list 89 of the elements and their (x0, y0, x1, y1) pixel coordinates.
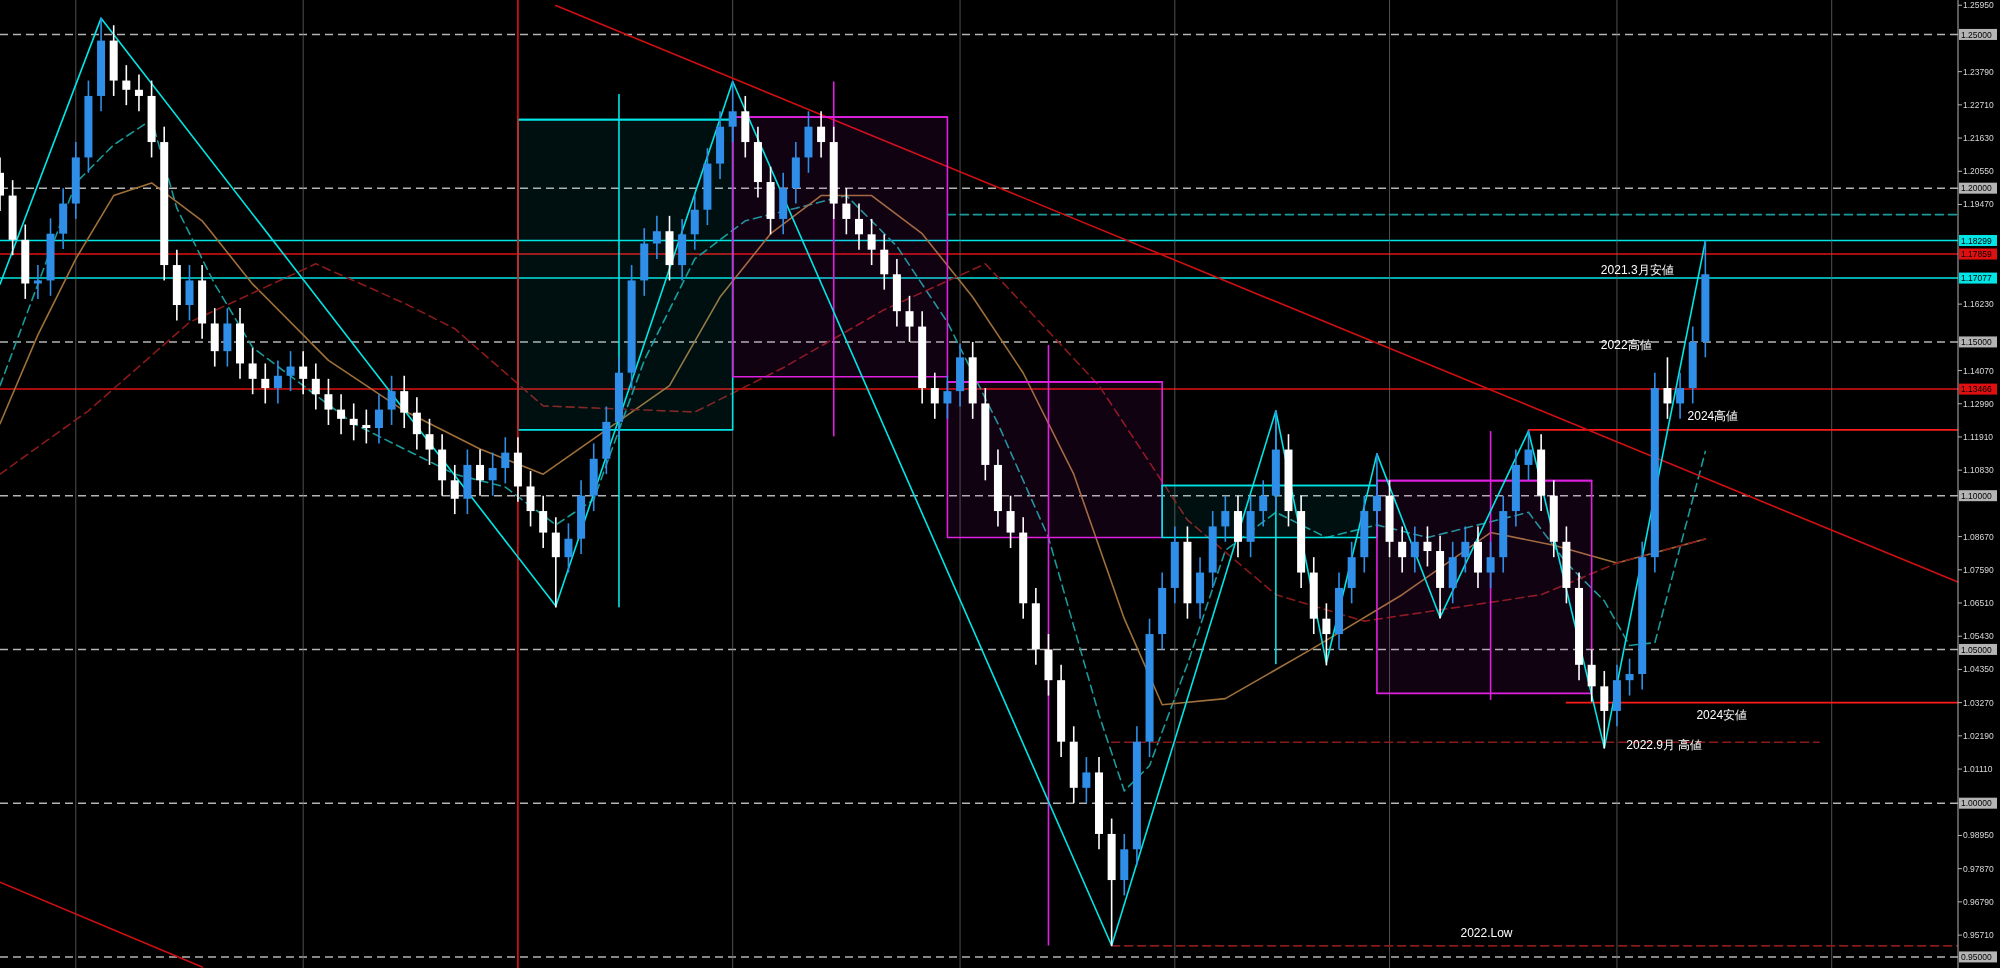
y-tick-label: 0.97870 (1963, 863, 1994, 874)
candlestick (728, 80, 737, 143)
candlestick (476, 448, 485, 497)
candlestick (324, 378, 333, 426)
candlestick (1322, 602, 1331, 667)
candlestick (311, 362, 320, 411)
y-tick-label: 1.12990 (1963, 398, 1994, 409)
y-tick-label: 1.11910 (1963, 431, 1994, 442)
ref-line-label: 1.25000 (1961, 29, 1992, 40)
ref-line-label: 1.13466 (1961, 384, 1992, 395)
y-tick-label: 1.07590 (1963, 564, 1994, 575)
ref-line-label: 1.17077 (1961, 273, 1992, 284)
candlestick (1221, 494, 1230, 543)
candlestick (134, 73, 143, 113)
y-tick-label: 1.02190 (1963, 730, 1994, 741)
y-tick-label: 1.10830 (1963, 465, 1994, 476)
ref-line-label: 1.17859 (1961, 249, 1992, 260)
y-tick-label: 1.22710 (1963, 99, 1994, 110)
candlestick (930, 371, 939, 420)
y-tick-label: 1.21630 (1963, 133, 1994, 144)
candlestick (387, 374, 396, 426)
annotation: 2022高値 (1600, 337, 1652, 352)
candlestick (817, 110, 826, 159)
candlestick (286, 350, 295, 392)
annotation: 2024高値 (1687, 408, 1739, 423)
candlestick (299, 350, 308, 396)
y-tick-label: 1.05430 (1963, 631, 1994, 642)
candlestick (248, 347, 257, 396)
candlestick (905, 295, 914, 343)
candlestick (273, 359, 282, 405)
candlestick (1486, 541, 1495, 589)
annotation: 2022.Low (1460, 925, 1513, 940)
y-tick-label: 1.08670 (1963, 531, 1994, 542)
ref-line-label: 1.10000 (1961, 490, 1992, 501)
candlestick (1006, 494, 1015, 549)
candlestick (1372, 452, 1381, 528)
y-tick-label: 1.25950 (1963, 0, 1994, 11)
ref-line-label: 1.15000 (1961, 337, 1992, 348)
y-tick-label: 1.23790 (1963, 66, 1994, 77)
candlestick (374, 393, 383, 445)
candlestick (842, 187, 851, 236)
candlestick (1398, 525, 1407, 574)
y-tick-label: 1.04350 (1963, 664, 1994, 675)
candlestick (261, 362, 270, 405)
ref-line-label: 1.00000 (1961, 798, 1992, 809)
y-tick-label: 1.19470 (1963, 199, 1994, 210)
candlestick (564, 522, 573, 574)
candlestick (33, 264, 42, 300)
candlestick (867, 218, 876, 266)
candlestick (652, 215, 661, 260)
candlestick (1423, 525, 1432, 568)
candlestick (450, 464, 459, 515)
candlestick (1663, 356, 1672, 420)
y-tick-label: 0.98950 (1963, 830, 1994, 841)
annotation: 2024安値 (1696, 707, 1748, 722)
candlestick (1524, 429, 1533, 482)
ref-line-label: 1.05000 (1961, 644, 1992, 655)
candlestick (349, 402, 358, 442)
candlestick (943, 374, 952, 420)
y-tick-label: 0.96790 (1963, 896, 1994, 907)
candlestick (539, 494, 548, 549)
candlestick (488, 451, 497, 497)
y-tick-label: 1.03270 (1963, 697, 1994, 708)
candlestick (362, 408, 371, 445)
candlestick (1676, 371, 1685, 420)
candlestick (501, 436, 510, 485)
candlestick (412, 396, 421, 451)
annotation: 2022.9月 高値 (1626, 738, 1703, 753)
candlestick (337, 393, 346, 435)
ref-line-label: 0.95000 (1961, 952, 1992, 963)
ref-line-label: 1.18299 (1961, 235, 1992, 246)
candlestick (1410, 525, 1419, 574)
y-tick-label: 1.14070 (1963, 365, 1994, 376)
candlestick (1587, 648, 1596, 703)
candlestick (854, 202, 863, 251)
candlestick (122, 64, 131, 106)
candlestick (425, 418, 434, 466)
y-tick-label: 1.20550 (1963, 166, 1994, 177)
ref-line-label: 1.20000 (1961, 183, 1992, 194)
annotation: 2021.3月安値 (1600, 263, 1674, 278)
y-tick-label: 0.95710 (1963, 930, 1994, 941)
y-tick-label: 1.01110 (1963, 764, 1993, 775)
candlestick (400, 374, 409, 429)
candlestick (1625, 657, 1634, 697)
y-tick-label: 1.16230 (1963, 299, 1994, 310)
y-tick-label: 1.06510 (1963, 598, 1994, 608)
candlestick (1461, 525, 1470, 574)
candlestick (1082, 756, 1091, 804)
candlestick (1259, 479, 1268, 528)
